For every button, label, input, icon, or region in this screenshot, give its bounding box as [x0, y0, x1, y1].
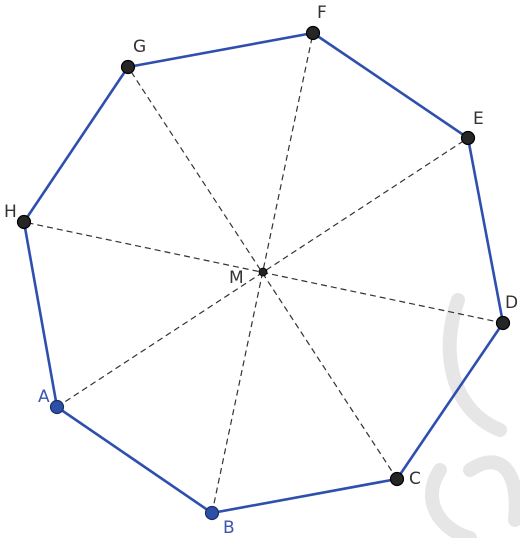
vertex-labels: A B C D E F G H — [4, 3, 518, 538]
point-c[interactable] — [389, 471, 405, 487]
label-h: H — [4, 202, 17, 222]
label-d: D — [505, 293, 518, 313]
label-f: F — [317, 3, 327, 23]
edge-ef — [311, 31, 470, 140]
edge-ha — [22, 220, 59, 409]
watermark — [424, 293, 520, 538]
label-m: M — [229, 268, 244, 288]
point-d[interactable] — [495, 315, 511, 331]
point-b[interactable] — [204, 505, 220, 521]
edge-ab — [55, 405, 214, 515]
center-group: M — [229, 267, 268, 288]
edge-cd — [395, 321, 505, 481]
octagon-edges — [22, 31, 505, 515]
point-a[interactable] — [49, 399, 65, 415]
label-c: C — [409, 469, 421, 489]
point-f[interactable] — [305, 25, 321, 41]
edge-bc — [210, 477, 399, 515]
point-h[interactable] — [16, 214, 32, 230]
label-e: E — [473, 109, 484, 129]
label-a: A — [38, 387, 50, 407]
label-g: G — [133, 37, 146, 57]
vertices — [16, 25, 511, 521]
point-m[interactable] — [258, 267, 268, 277]
label-b: B — [223, 518, 235, 538]
edge-fg — [126, 31, 315, 69]
point-e[interactable] — [460, 130, 476, 146]
edge-gh — [22, 65, 130, 224]
edge-de — [466, 136, 505, 325]
point-g[interactable] — [120, 59, 136, 75]
diagonal-cg — [127, 66, 398, 480]
